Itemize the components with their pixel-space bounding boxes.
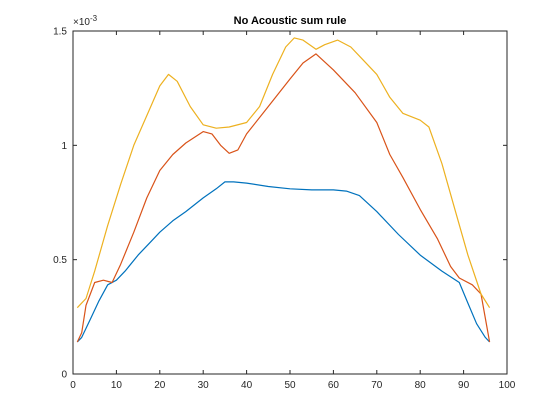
y-exponent-text: ×10-3 (73, 14, 98, 28)
series-line-3 (76, 37, 491, 309)
x-tick-label: 70 (371, 380, 383, 391)
chart-title: No Acoustic sum rule (234, 15, 347, 27)
x-tick-label: 50 (284, 380, 296, 391)
x-tick-label: 80 (415, 380, 427, 391)
x-tick-label: 30 (198, 380, 210, 391)
plot-area (73, 31, 507, 374)
y-ticks: 0 0.5 1 1.5 (53, 27, 507, 381)
y-exponent-label: ×10-3 (73, 14, 98, 28)
y-tick-label: 1.5 (53, 27, 67, 38)
y-tick-label: 1 (61, 141, 67, 152)
x-ticks: 0 10 20 30 40 50 60 70 80 90 100 (70, 31, 516, 391)
series-line-1 (76, 181, 491, 343)
x-tick-label: 60 (328, 380, 340, 391)
y-tick-label: 0.5 (53, 255, 67, 266)
x-tick-label: 20 (154, 380, 166, 391)
x-tick-label: 40 (241, 380, 253, 391)
x-tick-label: 90 (458, 380, 470, 391)
x-tick-label: 10 (111, 380, 123, 391)
series-layer (76, 37, 491, 343)
x-tick-label: 100 (499, 380, 516, 391)
series-line-2 (76, 53, 491, 343)
x-tick-label: 0 (70, 380, 76, 391)
y-tick-label: 0 (61, 370, 67, 381)
